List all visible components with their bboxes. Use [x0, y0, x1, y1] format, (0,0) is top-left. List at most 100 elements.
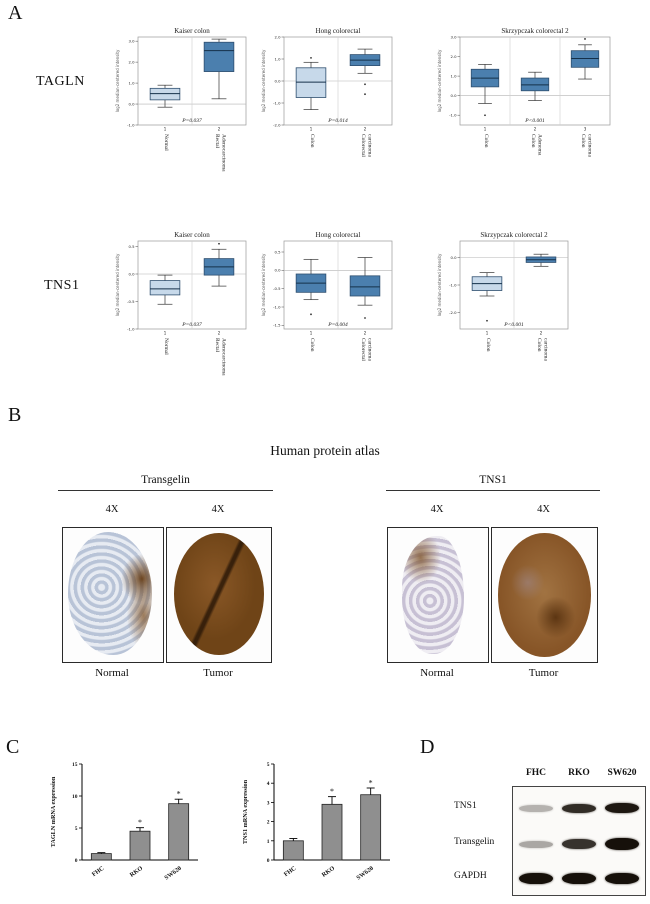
group-header-transgelin: Transgelin: [58, 474, 273, 491]
svg-text:2: 2: [364, 127, 367, 132]
svg-text:Hong colorectal: Hong colorectal: [316, 27, 361, 35]
svg-text:-1.0: -1.0: [127, 326, 135, 331]
svg-text:-1.0: -1.0: [449, 113, 457, 118]
svg-text:carcinoma: carcinoma: [586, 134, 592, 157]
boxplot-tns1-skrzypczak: Skrzypczak colorectal 2 log2 median-cente…: [434, 228, 576, 396]
svg-text:P=0.037: P=0.037: [181, 322, 202, 328]
svg-text:0: 0: [267, 858, 270, 864]
svg-text:Rectal: Rectal: [214, 338, 220, 353]
svg-text:-2.0: -2.0: [449, 310, 457, 315]
svg-text:2: 2: [534, 127, 537, 132]
svg-text:RKO: RKO: [321, 865, 337, 879]
svg-text:2: 2: [218, 127, 221, 132]
svg-text:2.0: 2.0: [274, 34, 281, 39]
svg-text:P=0.004: P=0.004: [327, 321, 348, 328]
svg-text:carcinoma: carcinoma: [542, 338, 548, 361]
wb-band: [562, 872, 596, 884]
wb-band: [605, 838, 639, 850]
boxplot-tagln-hong-colorectal: Hong colorectal log2 median-centered inte…: [258, 24, 400, 192]
svg-text:*: *: [369, 779, 373, 788]
svg-text:Colon: Colon: [536, 338, 542, 352]
tissue-core: [498, 533, 591, 657]
svg-text:-2.0: -2.0: [273, 122, 281, 127]
svg-text:Normal: Normal: [163, 134, 169, 151]
magnification-label: 4X: [211, 504, 225, 515]
boxplot-tagln-kaiser-colon: Kaiser colon log2 median-centered intensi…: [112, 24, 254, 192]
tissue-core: [174, 533, 264, 656]
wb-lane-header: FHC: [525, 768, 547, 778]
wb-row-label: TNS1: [454, 801, 477, 811]
svg-text:-1.5: -1.5: [273, 323, 281, 328]
panel-c-label: C: [6, 736, 20, 758]
wb-band: [519, 804, 553, 812]
svg-text:-1.0: -1.0: [127, 122, 135, 127]
panel-a-label: A: [8, 2, 23, 24]
wb-band: [562, 839, 596, 849]
svg-text:3.0: 3.0: [128, 39, 135, 44]
magnification-label: 4X: [430, 504, 444, 515]
svg-text:Normal: Normal: [163, 338, 169, 355]
svg-text:log2 median-centered intensity: log2 median-centered intensity: [437, 253, 442, 316]
wb-lane-header: RKO: [568, 768, 590, 778]
svg-text:1: 1: [486, 331, 489, 336]
wb-band: [605, 872, 639, 884]
svg-text:1: 1: [484, 127, 487, 132]
tissue-core: [402, 536, 464, 654]
svg-text:2: 2: [540, 331, 543, 336]
svg-text:FHC: FHC: [91, 865, 106, 878]
svg-text:Colon: Colon: [485, 338, 491, 352]
svg-text:Skrzypczak colorectal 2: Skrzypczak colorectal 2: [501, 27, 569, 35]
svg-text:2: 2: [267, 820, 270, 826]
boxplot-tns1-hong-colorectal: Hong colorectal log2 median-centered inte…: [258, 228, 400, 396]
boxplot-tns1-kaiser-colon: Kaiser colon log2 median-centered intensi…: [112, 228, 254, 396]
svg-text:10: 10: [72, 794, 78, 800]
svg-text:RKO: RKO: [129, 865, 145, 879]
svg-text:1: 1: [310, 331, 313, 336]
boxplot-tagln-skrzypczak: Skrzypczak colorectal 2 log2 median-cente…: [434, 24, 618, 192]
svg-text:Adenocarcinoma: Adenocarcinoma: [220, 338, 226, 376]
wb-lane-header: SW620: [607, 768, 637, 778]
svg-text:0.0: 0.0: [128, 271, 135, 276]
svg-text:P=0.014: P=0.014: [327, 117, 348, 124]
wb-band: [519, 872, 553, 884]
svg-text:2: 2: [218, 331, 221, 336]
svg-text:3: 3: [267, 800, 270, 806]
svg-text:Colon: Colon: [483, 134, 489, 148]
svg-text:2.0: 2.0: [450, 54, 457, 59]
svg-text:-0.5: -0.5: [273, 286, 281, 291]
svg-text:SW620: SW620: [355, 865, 375, 882]
svg-text:-1.0: -1.0: [449, 282, 457, 287]
panel-b-title: Human protein atlas: [270, 443, 380, 458]
tissue-core: [68, 532, 152, 656]
svg-text:0.5: 0.5: [274, 249, 281, 254]
svg-text:Adenocarcinoma: Adenocarcinoma: [220, 134, 226, 172]
svg-text:-1.0: -1.0: [273, 304, 281, 309]
svg-text:Kaiser colon: Kaiser colon: [174, 27, 210, 35]
western-blot-panel: FHC RKO SW620 TNS1 Transgelin GAPDH: [452, 762, 648, 902]
svg-text:FHC: FHC: [283, 865, 298, 878]
bar-chart-tns1-mrna: TNS1 mRNA expression 0 1 2 3 4 5 FHC * RKO * SW620: [238, 754, 398, 901]
svg-text:Colon: Colon: [309, 134, 315, 148]
gene-label-tns1: TNS1: [44, 278, 80, 293]
svg-text:Colorectal: Colorectal: [360, 134, 366, 157]
wb-band: [562, 803, 596, 813]
svg-text:15: 15: [72, 762, 78, 768]
svg-text:carcinoma: carcinoma: [366, 338, 372, 361]
image-caption: Normal: [420, 667, 454, 679]
svg-text:0.5: 0.5: [128, 244, 135, 249]
group-header-tns1: TNS1: [386, 474, 600, 491]
svg-text:Skrzypczak colorectal 2: Skrzypczak colorectal 2: [480, 231, 548, 239]
svg-text:Colon: Colon: [309, 338, 315, 352]
svg-text:1.0: 1.0: [128, 80, 135, 85]
svg-text:log2 median-centered intensity: log2 median-centered intensity: [437, 49, 442, 112]
svg-text:TAGLN mRNA expression: TAGLN mRNA expression: [50, 776, 57, 847]
svg-text:log2 median-centered intensity: log2 median-centered intensity: [115, 253, 120, 316]
svg-text:P=0.037: P=0.037: [181, 118, 202, 124]
svg-text:3.0: 3.0: [450, 34, 457, 39]
svg-text:P<0.001: P<0.001: [503, 322, 524, 328]
svg-text:0.0: 0.0: [274, 268, 281, 273]
panel-b-label: B: [8, 404, 22, 426]
svg-text:TNS1 mRNA expression: TNS1 mRNA expression: [242, 779, 249, 844]
image-caption: Tumor: [528, 667, 559, 679]
